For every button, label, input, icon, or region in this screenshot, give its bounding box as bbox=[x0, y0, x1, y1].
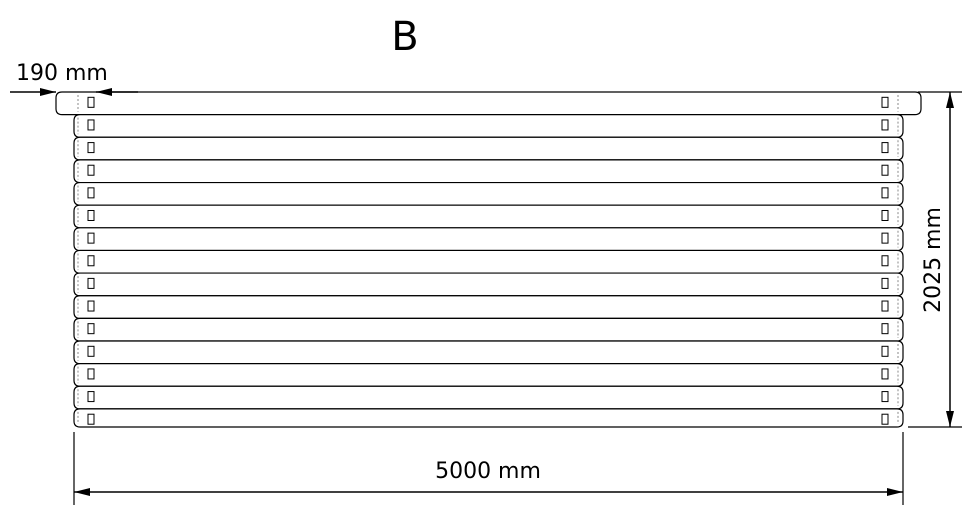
wall-log bbox=[73, 408, 904, 428]
height-arrow-bottom bbox=[946, 411, 954, 427]
log-joint-left bbox=[87, 345, 95, 357]
log-joint-right bbox=[881, 300, 889, 312]
log-joint-right bbox=[881, 119, 889, 131]
wall-log bbox=[73, 249, 904, 274]
wall-log bbox=[73, 181, 904, 206]
height-dimension: 2025 mm bbox=[908, 91, 962, 428]
height-arrow-top bbox=[946, 92, 954, 108]
wall-log bbox=[73, 340, 904, 365]
wall-log bbox=[55, 91, 922, 116]
log-joint-left bbox=[87, 209, 95, 221]
length-arrow-right bbox=[887, 488, 903, 496]
wall-logs bbox=[55, 91, 922, 428]
wall-log bbox=[73, 272, 904, 297]
log-joint-right bbox=[881, 187, 889, 199]
length-label: 5000 mm bbox=[435, 459, 541, 484]
log-joint-left bbox=[87, 368, 95, 380]
wall-log bbox=[73, 385, 904, 410]
length-arrow-left bbox=[74, 488, 90, 496]
log-joint-left bbox=[87, 323, 95, 335]
log-joint-right bbox=[881, 413, 889, 425]
log-joint-right bbox=[881, 323, 889, 335]
log-joint-left bbox=[87, 277, 95, 289]
log-joint-left bbox=[87, 391, 95, 403]
log-width-dimension: 190 mm bbox=[10, 61, 138, 96]
log-joint-right bbox=[881, 277, 889, 289]
log-joint-right bbox=[881, 345, 889, 357]
log-joint-left bbox=[87, 255, 95, 267]
log-joint-left bbox=[87, 300, 95, 312]
log-joint-right bbox=[881, 368, 889, 380]
log-joint-right bbox=[881, 232, 889, 244]
wall-log bbox=[73, 363, 904, 387]
log-joint-right bbox=[881, 96, 889, 108]
log-joint-left bbox=[87, 164, 95, 176]
wall-log bbox=[73, 227, 904, 252]
log-width-arrow-right bbox=[96, 88, 112, 96]
log-joint-left bbox=[87, 187, 95, 199]
log-width-arrow-left bbox=[40, 88, 56, 96]
wall-log bbox=[73, 114, 904, 138]
log-joint-left bbox=[87, 142, 95, 154]
length-dimension: 5000 mm bbox=[73, 432, 904, 505]
log-joint-right bbox=[881, 164, 889, 176]
wall-log bbox=[73, 159, 904, 184]
log-joint-right bbox=[881, 209, 889, 221]
log-width-label: 190 mm bbox=[16, 61, 108, 86]
log-joint-left bbox=[87, 119, 95, 131]
log-joint-left bbox=[87, 413, 95, 425]
log-joint-right bbox=[881, 142, 889, 154]
log-joint-right bbox=[881, 391, 889, 403]
log-joint-right bbox=[881, 255, 889, 267]
height-label: 2025 mm bbox=[921, 207, 946, 313]
log-joint-left bbox=[87, 96, 95, 108]
wall-log bbox=[73, 204, 904, 229]
wall-log bbox=[73, 295, 904, 319]
view-title: B bbox=[391, 14, 418, 60]
wall-log bbox=[73, 317, 904, 342]
wall-log bbox=[73, 136, 904, 161]
log-joint-left bbox=[87, 232, 95, 244]
